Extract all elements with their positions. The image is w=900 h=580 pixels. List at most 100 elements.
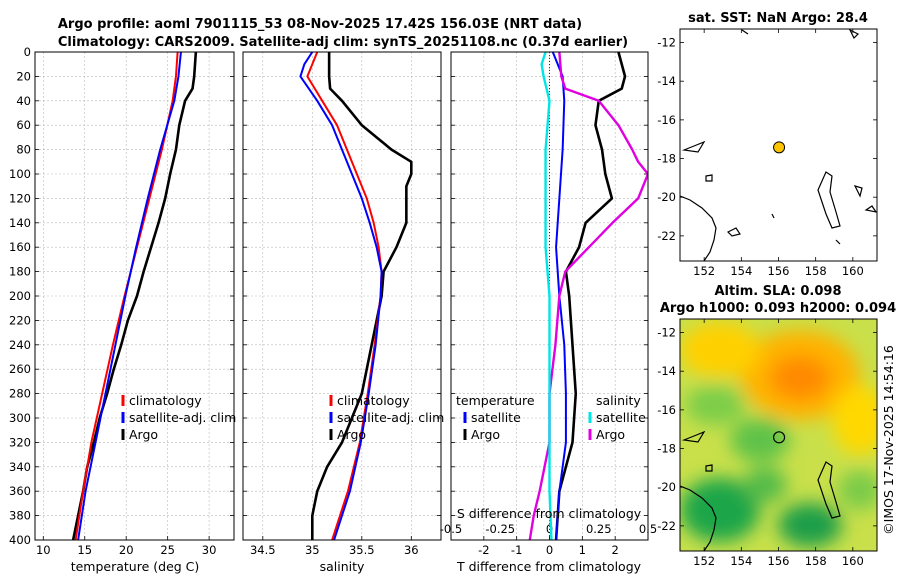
- sla-low-anomaly: [730, 418, 790, 462]
- series-climatology: [306, 52, 383, 540]
- title-line-2: Climatology: CARS2009. Satellite-adj cli…: [58, 35, 628, 50]
- depth-tick-label: 80: [16, 143, 31, 157]
- map-lon-label: 152: [693, 264, 715, 278]
- x-tick-label: 34.5: [250, 543, 276, 557]
- sla-low-anomaly: [838, 470, 877, 510]
- map-lon-label: 160: [842, 554, 864, 568]
- coastline-island: [864, 205, 877, 213]
- sst-map-title: sat. SST: NaN Argo: 28.4: [688, 11, 868, 26]
- map-lat-label: -14: [657, 74, 676, 88]
- argo-position-marker: [773, 141, 786, 154]
- depth-tick-label: 40: [16, 94, 31, 108]
- legend-argo-label: Argo: [129, 427, 158, 442]
- coastline-island: [835, 239, 841, 245]
- depth-tick-label: 120: [9, 191, 31, 205]
- temperature-panel: 0 20 40 60 80 100 120 140 160 180 200 220 240 260 280 3…: [9, 45, 235, 557]
- x-tick-label: 35: [305, 543, 320, 557]
- map-lon-label: 152: [693, 554, 715, 568]
- sst-coastlines: [680, 29, 877, 261]
- map-lat-label: -12: [657, 326, 676, 340]
- map-lat-label: -12: [657, 36, 676, 50]
- series-argo: [310, 52, 413, 540]
- coastline-australia: [680, 485, 717, 551]
- title-line-1: Argo profile: aoml 7901115_53 08-Nov-202…: [58, 17, 582, 32]
- map-lat-label: -22: [657, 519, 676, 533]
- coastline-reef: [681, 430, 706, 443]
- map-lon-label: 160: [842, 264, 864, 278]
- legend-temperature-title: temperature: [456, 393, 535, 408]
- series-t-satellite: [551, 52, 567, 540]
- legend-satellite-label: satellite-adj. clim: [129, 410, 236, 425]
- legend-s-argo-label: Argo: [596, 427, 625, 442]
- salinity-panel: 34.5 35 35.5 36: [242, 51, 442, 557]
- coastline-island: [705, 174, 713, 182]
- sla-high-anomaly: [680, 322, 760, 378]
- map-lon-label: 154: [730, 554, 752, 568]
- map-lat-label: -22: [657, 229, 676, 243]
- depth-tick-label: 400: [9, 533, 31, 547]
- sla-low-anomaly: [743, 467, 787, 503]
- legend-salinity-title: salinity: [596, 393, 641, 408]
- plot-frame: [242, 51, 442, 541]
- map-lon-label: 156: [768, 264, 790, 278]
- map-lat-label: -16: [657, 113, 676, 127]
- map-lat-label: -14: [657, 364, 676, 378]
- coastline-reef: [681, 140, 706, 153]
- temperature-legend: climatology satellite-adj. clim Argo: [121, 393, 236, 442]
- depth-tick-label: 280: [9, 387, 31, 401]
- coastline-island: [741, 29, 749, 35]
- series-s-satellite: [540, 52, 553, 540]
- t-difference-xlabel: T difference from climatology: [456, 559, 642, 574]
- temperature-xlabel: temperature (deg C): [71, 559, 200, 574]
- depth-tick-label: 300: [9, 411, 31, 425]
- depth-tick-label: 60: [16, 118, 31, 132]
- map-lon-label: 158: [805, 264, 827, 278]
- coastline-island: [853, 185, 863, 198]
- legend-argo-label: Argo: [337, 427, 366, 442]
- x-tick-label: -2: [478, 543, 489, 557]
- depth-tick-label: 240: [9, 338, 31, 352]
- x-tick-label: 1: [579, 543, 586, 557]
- coastline-new-caledonia: [817, 171, 841, 229]
- coastline-australia: [680, 195, 717, 261]
- depth-tick-label: 340: [9, 460, 31, 474]
- map-lat-label: -18: [657, 442, 676, 456]
- s-diff-tick-label: 0.25: [586, 522, 612, 536]
- depth-tick-label: 140: [9, 216, 31, 230]
- coastline-island: [705, 464, 713, 472]
- coastline-island: [771, 213, 775, 219]
- s-difference-label: S difference from climatology: [457, 506, 642, 521]
- x-tick-label: 36: [404, 543, 419, 557]
- salinity-xlabel: salinity: [320, 559, 365, 574]
- sla-low-anomaly: [778, 503, 842, 547]
- legend-climatology-label: climatology: [129, 393, 202, 408]
- depth-tick-label: 0: [24, 45, 31, 59]
- x-tick-label: 35.5: [349, 543, 375, 557]
- x-tick-label: 30: [202, 543, 217, 557]
- map-lat-label: -20: [657, 190, 676, 204]
- map-lon-label: 156: [768, 554, 790, 568]
- legend-s-satellite-label: satellite: [596, 410, 646, 425]
- sla-heatmap: [680, 319, 877, 551]
- coastline-island: [726, 227, 741, 237]
- x-tick-label: -1: [511, 543, 522, 557]
- coastline-island: [848, 29, 860, 40]
- series-argo: [71, 52, 198, 540]
- map-lat-label: -16: [657, 403, 676, 417]
- sla-high-anomaly: [832, 385, 877, 455]
- map-lat-label: -18: [657, 152, 676, 166]
- series-satellite-adj-clim: [299, 52, 383, 540]
- salinity-legend: climatology satellite-adj. clim Argo: [329, 393, 444, 442]
- difference-panel: -2 -1 0 1 2-0.5 -0.25 0 0.25 0.5: [440, 51, 657, 557]
- sla-low-anomaly: [680, 478, 760, 542]
- sla-map-title-1: Altim. SLA: 0.098: [715, 284, 842, 299]
- x-tick-label: 2: [612, 543, 619, 557]
- series-satellite-adj-clim: [77, 52, 182, 540]
- depth-tick-label: 380: [9, 509, 31, 523]
- series-t-argo: [554, 52, 627, 540]
- s-diff-tick-label: 0: [546, 522, 553, 536]
- depth-tick-label: 200: [9, 289, 31, 303]
- sst-map: 152 154 156 158 160 -12 -14 -16 -18 -20 -22: [657, 28, 878, 278]
- depth-tick-label: 100: [9, 167, 31, 181]
